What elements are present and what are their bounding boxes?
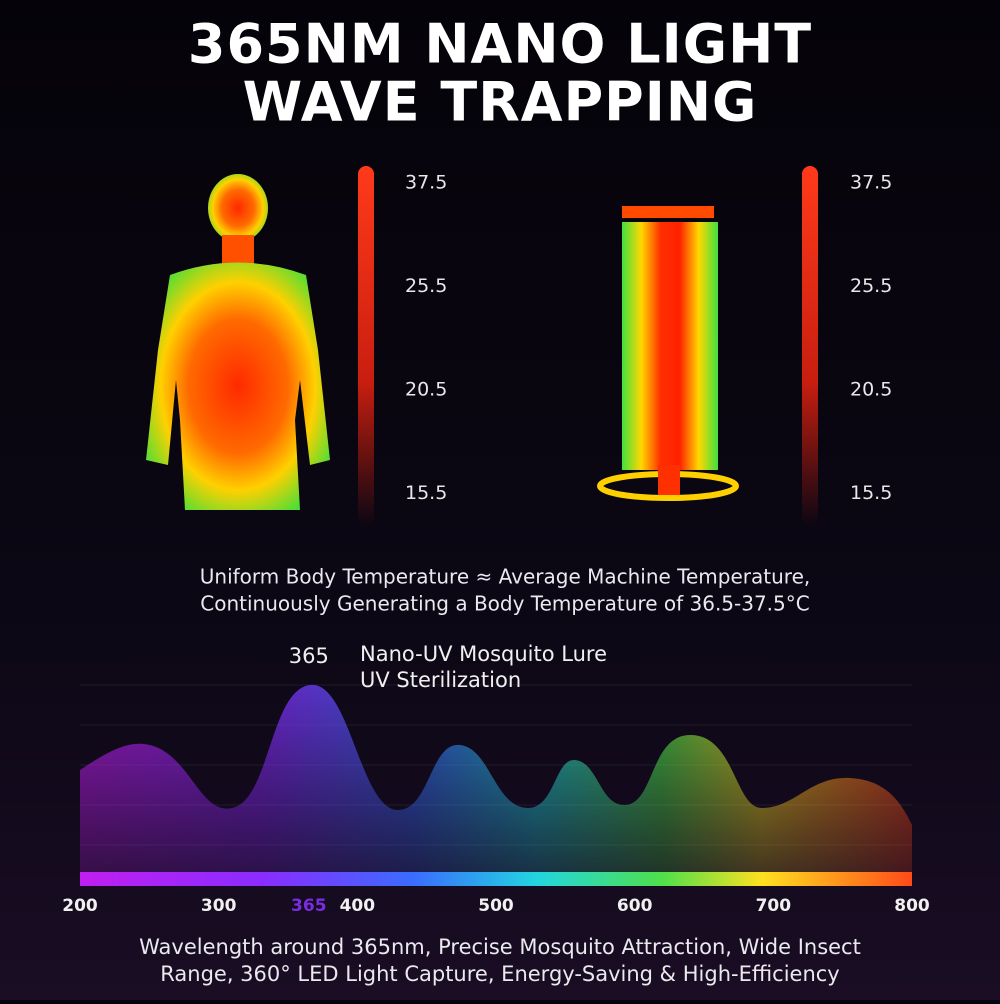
scale-label: 15.5 [405, 482, 447, 504]
human-thermal-figure [146, 174, 330, 510]
scale-label: 37.5 [405, 172, 447, 194]
scale-label: 25.5 [405, 275, 447, 297]
footer-line: Wavelength around 365nm, Precise Mosquit… [139, 935, 861, 959]
x-tick-label: 200 [62, 896, 98, 916]
scale-label: 25.5 [850, 275, 892, 297]
scale-label: 20.5 [405, 379, 447, 401]
x-tick-label: 300 [201, 896, 237, 916]
caption-line: Uniform Body Temperature ≈ Average Machi… [200, 565, 810, 589]
peak-glow [288, 663, 332, 707]
title-line: WAVE TRAPPING [243, 71, 758, 134]
footer-line: Range, 360° LED Light Capture, Energy-Sa… [160, 962, 839, 986]
spectrum-bar [80, 872, 912, 886]
scale-label: 37.5 [850, 172, 892, 194]
peak-label: 365 [289, 644, 329, 668]
annotation: Nano-UV Mosquito Lure [360, 642, 607, 666]
x-tick-label: 600 [617, 896, 653, 916]
temperature-bar [802, 166, 818, 526]
x-tick-label: 400 [340, 896, 376, 916]
x-tick-label: 800 [894, 896, 930, 916]
device-thermal-figure [597, 206, 739, 501]
title-line: 365NM NANO LIGHT [188, 13, 812, 76]
x-tick-label: 500 [478, 896, 514, 916]
highlight-tick-label: 365 [291, 896, 327, 916]
scale-label: 20.5 [850, 379, 892, 401]
annotation: UV Sterilization [360, 668, 521, 692]
caption-line: Continuously Generating a Body Temperatu… [200, 592, 809, 616]
temperature-bar [358, 166, 374, 526]
scale-label: 15.5 [850, 482, 892, 504]
spectrum-curve [80, 684, 912, 872]
x-tick-label: 700 [756, 896, 792, 916]
